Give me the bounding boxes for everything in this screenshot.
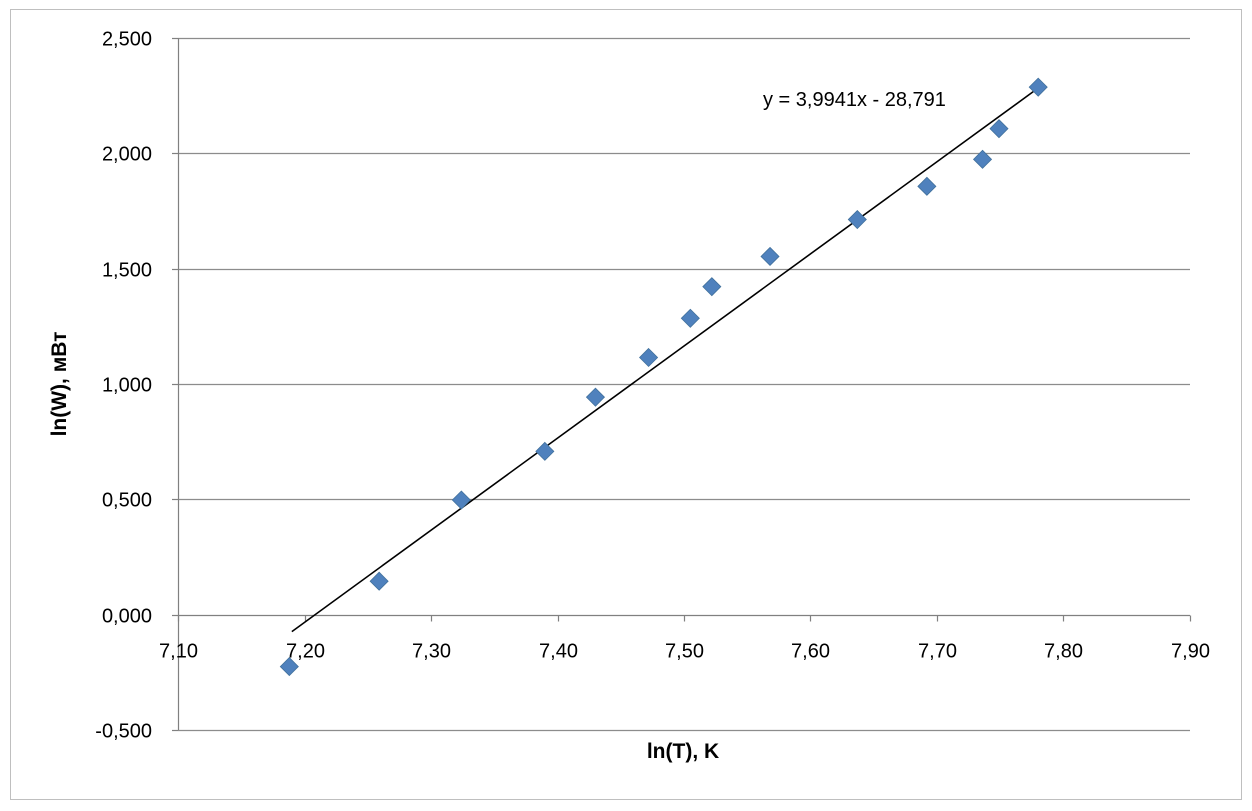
data-point [585, 387, 606, 407]
y-tick-label-4: 1,500 [102, 260, 152, 282]
x-tick-label-0: 7,10 [159, 641, 198, 663]
x-tick-label-2: 7,30 [412, 641, 451, 663]
trendline-equation: y = 3,9941x - 28,791 [763, 89, 946, 111]
chart-border [10, 9, 1242, 800]
data-point [847, 209, 867, 230]
data-point [972, 149, 993, 169]
x-tick-label-4: 7,50 [665, 641, 704, 663]
trendline [291, 87, 1039, 633]
data-point [369, 571, 389, 591]
x-tick-label-1: 7,20 [286, 641, 325, 663]
data-point [917, 176, 937, 196]
labels: y = 3,9941x - 28,791 ln(T), K ln(W), мВт [48, 89, 946, 763]
axes: -0,500 0,000 0,500 1,000 1,500 2,000 2,500 7,10… [95, 29, 1210, 743]
data-point [535, 441, 555, 461]
x-tick-label-6: 7,70 [918, 641, 957, 663]
y-tick-label-6: 2,500 [102, 29, 152, 51]
y-axis-title: ln(W), мВт [48, 332, 71, 437]
x-axis-title: ln(T), K [647, 740, 719, 763]
y-tick-label-2: 0,500 [102, 490, 152, 512]
y-tick-label-1: 0,000 [102, 606, 152, 628]
data-point [989, 119, 1009, 139]
x-tick-label-8: 7,90 [1171, 641, 1210, 663]
data-point [639, 347, 659, 368]
data-point [451, 490, 471, 510]
x-tick-label-7: 7,80 [1044, 641, 1083, 663]
data-point [279, 657, 299, 677]
x-tick-label-5: 7,60 [791, 641, 830, 663]
data-point [1028, 77, 1048, 97]
data-point [702, 277, 722, 297]
data-point [680, 308, 700, 328]
y-tick-label-5: 2,000 [102, 144, 152, 166]
data-point [760, 246, 780, 267]
gridlines [178, 37, 1190, 732]
y-tick-label-0: -0,500 [95, 721, 152, 743]
x-tick-label-3: 7,40 [539, 641, 578, 663]
trendline-line [291, 87, 1039, 633]
y-tick-label-3: 1,000 [102, 375, 152, 397]
data-points [279, 77, 1048, 677]
